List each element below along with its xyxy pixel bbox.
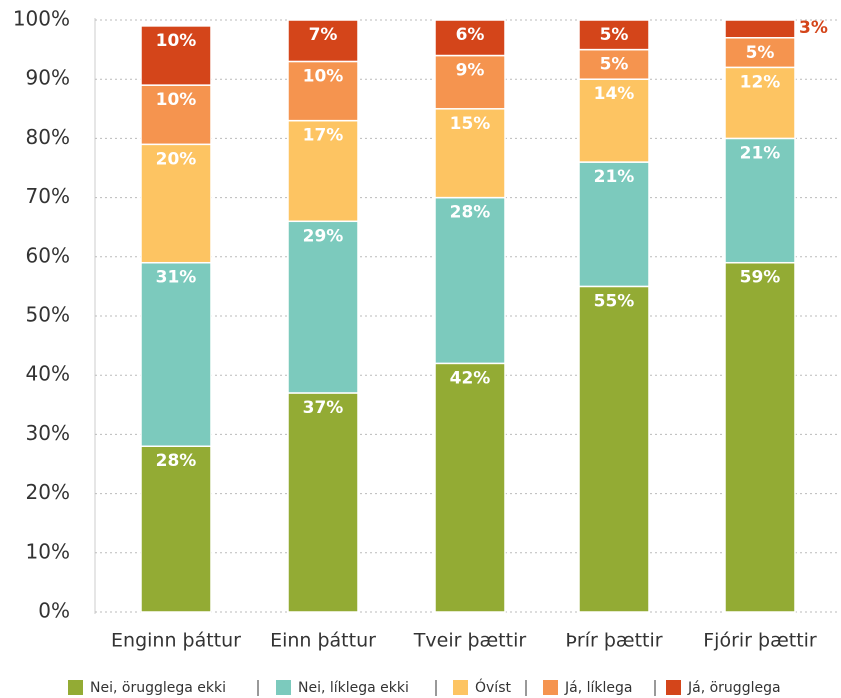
x-tick-label: Fjórir þættir: [703, 630, 817, 652]
bar-segment: [287, 119, 359, 223]
bar-segment: [434, 362, 506, 613]
bar-segment: [287, 392, 359, 613]
bar-segment: [724, 66, 796, 140]
y-tick-label: 30%: [26, 421, 70, 445]
value-label: 12%: [740, 72, 781, 92]
value-label: 6%: [456, 25, 485, 45]
y-tick-label: 90%: [26, 66, 70, 90]
legend-swatch: [68, 680, 83, 695]
bar-segment: [140, 445, 212, 613]
y-tick-label: 40%: [26, 362, 70, 386]
value-label: 10%: [303, 66, 344, 86]
bar-segment: [140, 261, 212, 447]
y-tick-label: 100%: [13, 7, 70, 31]
bar-segment: [140, 84, 212, 146]
value-label: 10%: [156, 31, 197, 51]
legend-swatch: [276, 680, 291, 695]
value-label: 42%: [450, 368, 491, 388]
value-label: 14%: [594, 84, 635, 104]
bar-segment: [724, 19, 796, 39]
x-tick-label: Einn þáttur: [270, 630, 376, 652]
legend-swatch: [666, 680, 681, 695]
bar-segment: [434, 19, 506, 57]
bar-segment: [434, 54, 506, 110]
value-label: 17%: [303, 126, 344, 146]
value-label: 5%: [600, 25, 629, 45]
bar-segment: [578, 285, 650, 613]
bar-segment: [140, 143, 212, 264]
value-label: 5%: [600, 55, 629, 75]
bar-segment: [434, 108, 506, 199]
value-label: 28%: [156, 451, 197, 471]
value-label: 37%: [303, 398, 344, 418]
value-label: 28%: [450, 203, 491, 223]
legend-swatch: [543, 680, 558, 695]
legend-label: Já, örugglega: [687, 680, 781, 696]
legend-label: Nei, líklega ekki: [298, 680, 409, 696]
value-label: 5%: [746, 43, 775, 63]
x-tick-label: Þrír þættir: [565, 630, 662, 652]
y-tick-label: 80%: [26, 125, 70, 149]
value-label: 10%: [156, 90, 197, 110]
bar-segment: [724, 137, 796, 264]
legend-swatch: [453, 680, 468, 695]
value-label: 59%: [740, 268, 781, 288]
value-label: 20%: [156, 149, 197, 169]
bar-segment: [287, 220, 359, 394]
value-label: 3%: [799, 18, 828, 38]
x-tick-label: Tveir þættir: [413, 630, 527, 652]
value-label: 29%: [303, 226, 344, 246]
x-tick-label: Enginn þáttur: [111, 630, 241, 652]
value-label: 7%: [309, 25, 338, 45]
bar-segment: [578, 19, 650, 51]
legend-label: Óvíst: [475, 678, 511, 696]
y-tick-label: 0%: [38, 599, 70, 623]
value-label: 21%: [740, 143, 781, 163]
value-label: 55%: [594, 291, 635, 311]
y-tick-label: 50%: [26, 303, 70, 327]
y-tick-label: 70%: [26, 184, 70, 208]
bar-segment: [140, 25, 212, 86]
bar-segment: [724, 37, 796, 69]
legend-label: Nei, örugglega ekki: [90, 680, 226, 696]
bar-segment: [578, 78, 650, 163]
y-tick-label: 60%: [26, 243, 70, 267]
value-label: 15%: [450, 114, 491, 134]
bar-segment: [724, 261, 796, 613]
legend-label: Já, líklega: [564, 680, 632, 696]
y-tick-label: 20%: [26, 480, 70, 504]
value-label: 9%: [456, 61, 485, 81]
value-label: 21%: [594, 167, 635, 187]
y-tick-label: 10%: [26, 539, 70, 563]
bar-segment: [287, 19, 359, 63]
value-label: 31%: [156, 268, 197, 288]
